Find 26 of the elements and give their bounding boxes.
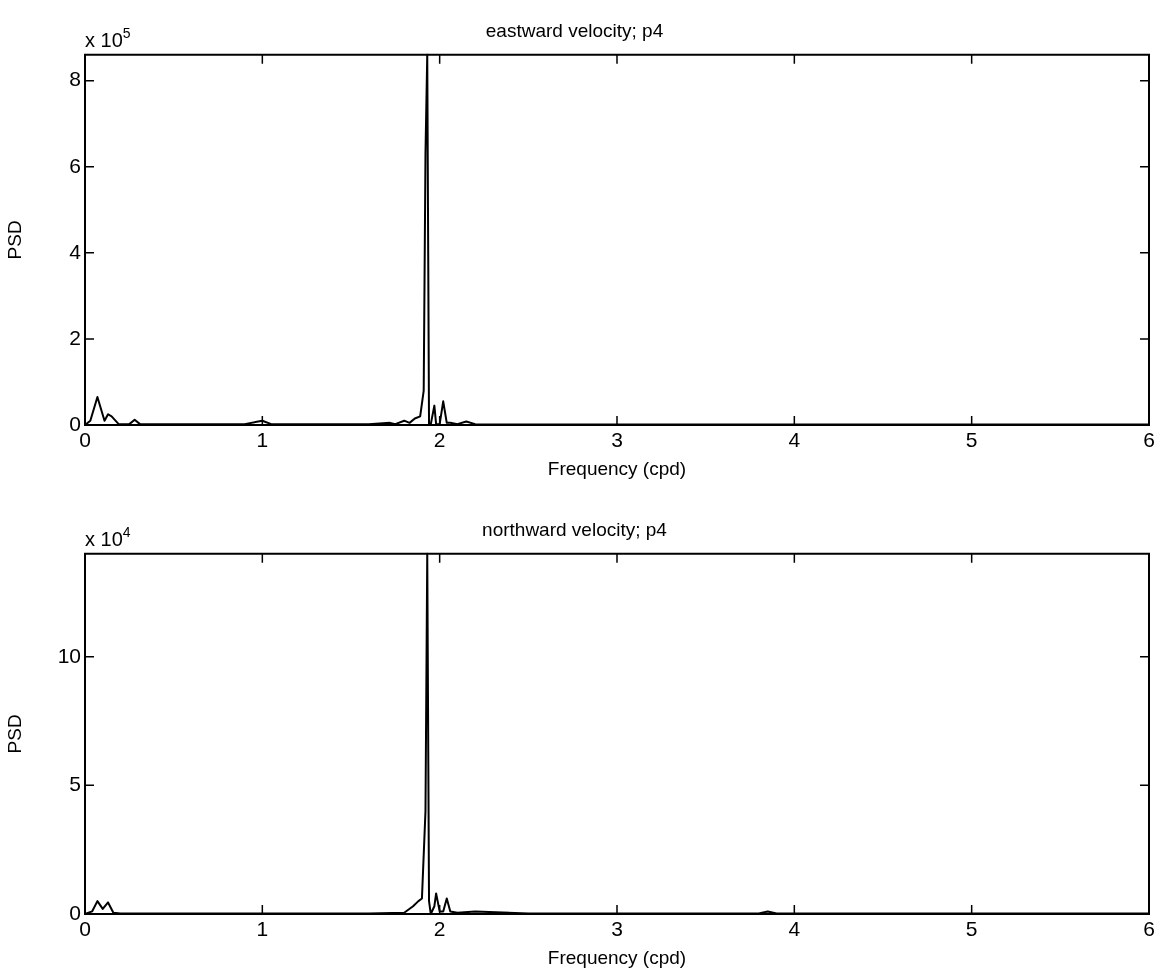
y-tick-label: 8 [69, 67, 81, 91]
x-tick-label: 6 [1143, 428, 1155, 452]
y-axis-title: PSD [3, 714, 25, 754]
x-axis-title: Frequency (cpd) [547, 946, 687, 968]
y-tick-label: 0 [69, 900, 81, 924]
y-tick-label: 6 [69, 153, 81, 177]
chart-title: eastward velocity; p4 [485, 19, 664, 41]
y-tick-label: 4 [69, 239, 82, 263]
x-tick-label: 3 [611, 917, 623, 941]
y-axis-title: PSD [3, 220, 25, 260]
chart-title: northward velocity; p4 [482, 518, 668, 540]
x-tick-label: 5 [965, 917, 978, 941]
x-tick-label: 1 [256, 428, 269, 452]
y-tick-label: 2 [69, 325, 81, 349]
y-tick-label: 5 [69, 772, 81, 796]
x-tick-label: 4 [788, 428, 801, 452]
y-tick-label: 10 [57, 643, 81, 667]
x-tick-label: 4 [788, 917, 801, 941]
x-tick-label: 5 [965, 428, 978, 452]
x-tick-label: 2 [433, 428, 446, 452]
x-axis-title: Frequency (cpd) [547, 457, 687, 479]
x-tick-label: 2 [433, 917, 446, 941]
x-tick-label: 1 [256, 917, 269, 941]
y-tick-label: 0 [69, 411, 81, 435]
x-tick-label: 3 [611, 428, 623, 452]
x-tick-label: 6 [1143, 917, 1155, 941]
